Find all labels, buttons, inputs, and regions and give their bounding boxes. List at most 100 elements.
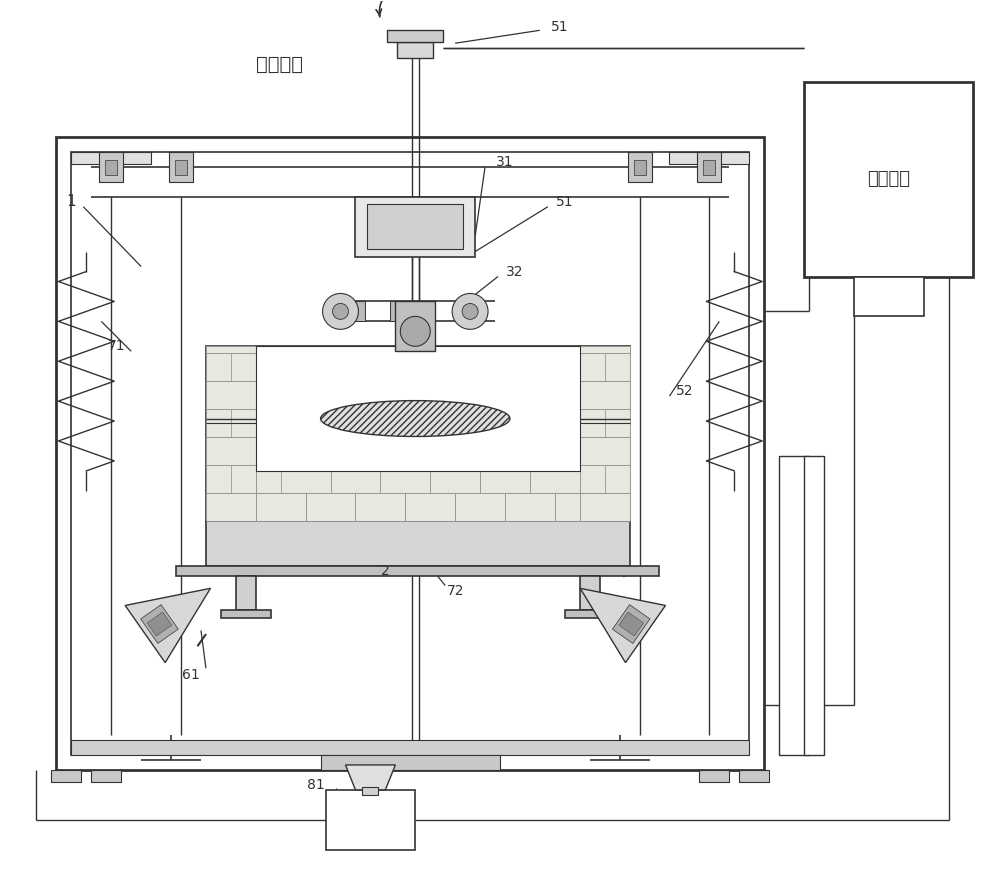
- Ellipse shape: [321, 401, 510, 436]
- Text: 72: 72: [446, 584, 464, 598]
- Bar: [176, 565, 659, 576]
- Bar: [56, 137, 764, 770]
- Bar: [355, 493, 405, 521]
- Text: 52: 52: [676, 384, 693, 398]
- Bar: [206, 493, 256, 521]
- Text: 控制系统: 控制系统: [867, 171, 910, 188]
- Circle shape: [400, 316, 430, 347]
- Bar: [530, 471, 580, 493]
- Bar: [105, 160, 117, 175]
- Bar: [169, 152, 193, 182]
- Bar: [206, 409, 256, 437]
- Bar: [605, 409, 630, 437]
- Polygon shape: [612, 604, 650, 644]
- Bar: [206, 347, 256, 354]
- Bar: [206, 465, 256, 493]
- Polygon shape: [619, 612, 644, 636]
- Bar: [605, 354, 630, 381]
- Bar: [206, 347, 630, 521]
- Bar: [256, 471, 580, 493]
- Bar: [580, 437, 630, 465]
- Bar: [580, 493, 630, 521]
- Bar: [206, 381, 256, 409]
- Bar: [854, 276, 924, 316]
- Bar: [231, 409, 256, 437]
- Bar: [703, 160, 715, 175]
- Bar: [256, 493, 306, 521]
- Bar: [634, 160, 646, 175]
- Bar: [580, 437, 630, 465]
- Bar: [580, 347, 630, 354]
- Text: 51: 51: [551, 20, 569, 34]
- Bar: [175, 160, 187, 175]
- Bar: [580, 381, 630, 409]
- Polygon shape: [147, 612, 172, 636]
- Bar: [505, 493, 555, 521]
- Bar: [605, 465, 630, 493]
- Bar: [565, 611, 615, 618]
- Bar: [415, 301, 435, 321]
- Bar: [345, 301, 365, 321]
- Text: 81: 81: [307, 778, 324, 792]
- Text: 1: 1: [67, 194, 76, 209]
- Bar: [580, 381, 630, 409]
- Text: 61: 61: [182, 668, 200, 682]
- Bar: [206, 437, 256, 465]
- Bar: [430, 471, 480, 493]
- Bar: [580, 465, 630, 493]
- Polygon shape: [580, 588, 666, 663]
- Bar: [281, 471, 331, 493]
- Text: 51: 51: [556, 195, 574, 209]
- Bar: [306, 493, 355, 521]
- Bar: [326, 790, 415, 850]
- Polygon shape: [345, 765, 395, 790]
- Bar: [580, 493, 630, 521]
- Circle shape: [333, 303, 348, 320]
- Bar: [367, 204, 463, 248]
- Bar: [206, 437, 256, 465]
- Bar: [206, 381, 256, 409]
- Text: 32: 32: [506, 265, 524, 279]
- Bar: [236, 576, 256, 611]
- Circle shape: [323, 294, 358, 329]
- Bar: [779, 456, 809, 755]
- Text: 2: 2: [381, 564, 390, 577]
- Bar: [206, 347, 256, 354]
- Bar: [699, 770, 729, 782]
- Bar: [460, 301, 480, 321]
- Bar: [580, 409, 630, 437]
- Text: 动力输入: 动力输入: [256, 55, 303, 74]
- Polygon shape: [125, 588, 211, 663]
- Bar: [397, 43, 433, 58]
- Bar: [71, 740, 749, 755]
- Circle shape: [462, 303, 478, 320]
- Bar: [256, 347, 580, 471]
- Bar: [231, 354, 256, 381]
- Bar: [362, 787, 378, 795]
- Bar: [331, 471, 380, 493]
- Bar: [739, 770, 769, 782]
- Bar: [580, 576, 600, 611]
- Bar: [221, 611, 271, 618]
- Bar: [628, 152, 652, 182]
- Polygon shape: [141, 604, 178, 644]
- Bar: [387, 30, 443, 43]
- Bar: [206, 354, 256, 381]
- Bar: [99, 152, 123, 182]
- Bar: [51, 770, 81, 782]
- Bar: [206, 521, 630, 565]
- Text: 31: 31: [496, 155, 514, 169]
- Bar: [580, 347, 630, 354]
- Bar: [405, 493, 455, 521]
- Bar: [380, 471, 430, 493]
- Bar: [390, 301, 410, 321]
- Bar: [256, 493, 580, 521]
- Bar: [669, 152, 749, 164]
- Bar: [321, 755, 500, 770]
- Bar: [804, 456, 824, 755]
- Bar: [71, 152, 749, 755]
- Circle shape: [452, 294, 488, 329]
- Bar: [231, 465, 256, 493]
- Text: 71: 71: [107, 340, 125, 354]
- Bar: [480, 471, 530, 493]
